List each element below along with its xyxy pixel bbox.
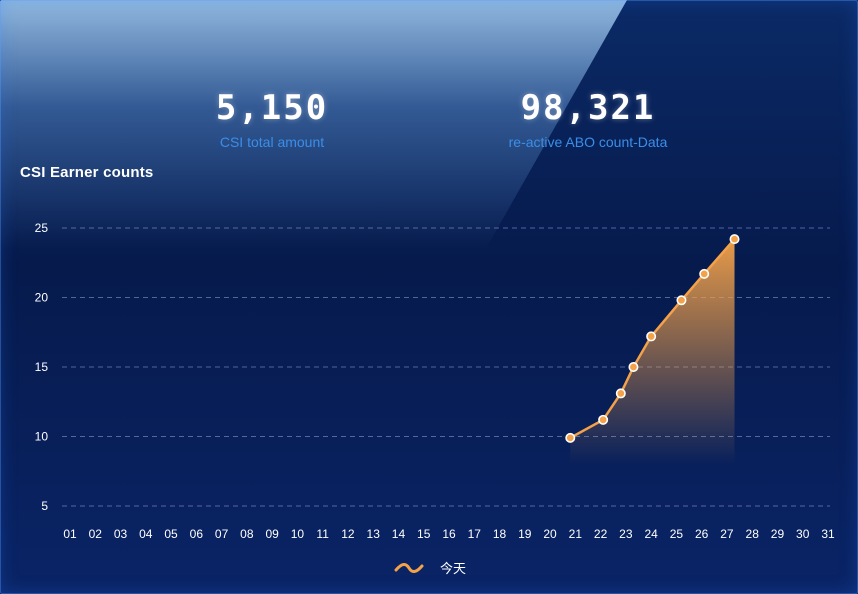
x-tick-label: 12 [341, 527, 355, 541]
x-tick-label: 27 [720, 527, 734, 541]
data-point [699, 268, 710, 279]
x-tick-label: 08 [240, 527, 254, 541]
data-point [598, 414, 609, 425]
chart-legend[interactable]: 今天 [394, 558, 466, 577]
x-tick-label: 14 [392, 527, 406, 541]
y-tick-label: 20 [35, 291, 49, 305]
x-tick-label: 16 [442, 527, 456, 541]
x-tick-label: 25 [670, 527, 684, 541]
x-tick-label: 11 [316, 527, 329, 541]
data-point [729, 234, 740, 245]
x-tick-label: 23 [619, 527, 633, 541]
x-tick-label: 29 [771, 527, 785, 541]
reactive-abo-value: 98,321 [520, 88, 656, 128]
x-tick-label: 31 [821, 527, 835, 541]
x-tick-label: 21 [569, 527, 583, 541]
y-tick-label: 25 [35, 221, 49, 235]
reactive-abo-label: re-active ABO count-Data [508, 134, 668, 150]
csi-total-value: 5,150 [215, 88, 329, 128]
series-line [569, 238, 736, 439]
x-tick-label: 19 [518, 527, 532, 541]
x-tick-label: 03 [114, 527, 128, 541]
y-tick-label: 10 [35, 430, 49, 444]
data-point [615, 388, 626, 399]
x-tick-label: 06 [190, 527, 204, 541]
csi-total-stat: 5,150 CSI total amount [152, 88, 392, 150]
data-point [628, 361, 639, 372]
data-point [565, 432, 576, 443]
x-tick-label: 24 [644, 527, 658, 541]
reactive-abo-stat: 98,321 re-active ABO count-Data [468, 88, 708, 150]
x-tick-label: 07 [215, 527, 229, 541]
x-tick-label: 28 [746, 527, 760, 541]
x-tick-label: 13 [367, 527, 381, 541]
legend-series-name: 今天 [440, 561, 467, 576]
x-tick-label: 30 [796, 527, 810, 541]
x-tick-label: 02 [89, 527, 103, 541]
y-tick-label: 15 [35, 360, 49, 374]
csi-total-label: CSI total amount [219, 134, 325, 150]
x-tick-label: 05 [164, 527, 178, 541]
x-tick-label: 01 [63, 527, 77, 541]
x-tick-label: 10 [291, 527, 305, 541]
data-point [646, 331, 657, 342]
x-tick-label: 26 [695, 527, 709, 541]
y-tick-label: 5 [41, 499, 48, 513]
x-tick-label: 04 [139, 527, 153, 541]
x-tick-label: 15 [417, 527, 431, 541]
x-tick-label: 09 [265, 527, 279, 541]
x-tick-label: 22 [594, 527, 608, 541]
legend-line-icon [394, 561, 424, 575]
x-tick-label: 20 [543, 527, 557, 541]
series-area [570, 239, 735, 464]
x-tick-label: 17 [468, 527, 482, 541]
x-tick-label: 18 [493, 527, 507, 541]
data-point [676, 295, 687, 306]
chart-title: CSI Earner counts [20, 164, 154, 181]
